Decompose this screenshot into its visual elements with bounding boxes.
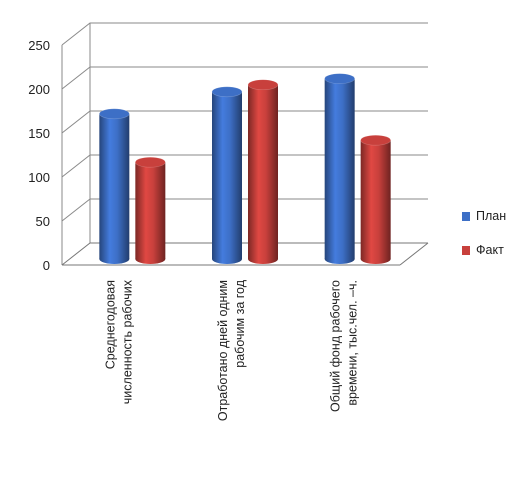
- gridline: [61, 154, 428, 178]
- x-category-label-line: рабочим за год: [233, 279, 247, 367]
- y-tick-label: 200: [28, 82, 50, 97]
- legend-item: Факт: [462, 243, 504, 257]
- gridlines: [61, 22, 429, 266]
- gridline: [61, 198, 428, 222]
- x-category-label: Среднегодовая численность рабочих: [103, 279, 134, 404]
- y-tick-label: 0: [43, 258, 50, 273]
- x-category-label-line: времени, тыс.чел. –ч.: [346, 280, 360, 406]
- x-category-label-line: Общий фонд рабочего: [329, 280, 343, 412]
- bar-top: [211, 86, 243, 98]
- bar-top: [324, 73, 355, 84]
- legend-swatch: [462, 212, 470, 221]
- legend-swatch: [462, 246, 470, 255]
- bar-plan: [211, 86, 243, 264]
- gridline: [61, 22, 428, 46]
- y-tick-label: 250: [28, 38, 50, 53]
- bar-fact: [247, 79, 279, 264]
- x-category-label: Отработано дней одним рабочим за год: [216, 279, 247, 421]
- bar-plan: [324, 73, 355, 264]
- axes: 0 50 100 150 200 250: [28, 23, 91, 273]
- bars: [99, 73, 391, 264]
- bar-fact: [360, 134, 391, 264]
- legend-label: Факт: [476, 243, 504, 257]
- bar-plan: [99, 108, 130, 264]
- x-category-label: Общий фонд рабочего времени, тыс.чел. –ч.: [329, 280, 360, 412]
- legend-label: План: [476, 209, 506, 223]
- bar-top: [135, 156, 166, 168]
- bar-body: [360, 140, 391, 259]
- x-category-label-line: Отработано дней одним: [216, 280, 230, 421]
- gridline: [61, 66, 428, 90]
- bar-body: [99, 113, 130, 259]
- bar-top: [360, 134, 391, 146]
- x-category-label-line: численность рабочих: [120, 279, 134, 404]
- floor-right-edge: [399, 242, 429, 266]
- gridline: [61, 242, 428, 266]
- y-tick-label: 50: [36, 214, 50, 229]
- legend-item: План: [462, 209, 506, 223]
- x-category-label-line: Среднегодовая: [103, 280, 117, 369]
- y-tick-label: 150: [28, 126, 50, 141]
- bar-top: [99, 108, 130, 120]
- bar-body: [212, 91, 242, 259]
- category-labels: Среднегодовая численность рабочих Отработа…: [103, 279, 359, 421]
- bar-top: [247, 79, 279, 91]
- legend: План Факт: [462, 209, 506, 257]
- bar-body: [324, 78, 355, 259]
- gridline: [61, 110, 428, 134]
- bar-body: [248, 84, 278, 259]
- y-tick-label: 100: [28, 170, 50, 185]
- bar-body: [135, 162, 166, 259]
- bar-fact: [135, 156, 166, 264]
